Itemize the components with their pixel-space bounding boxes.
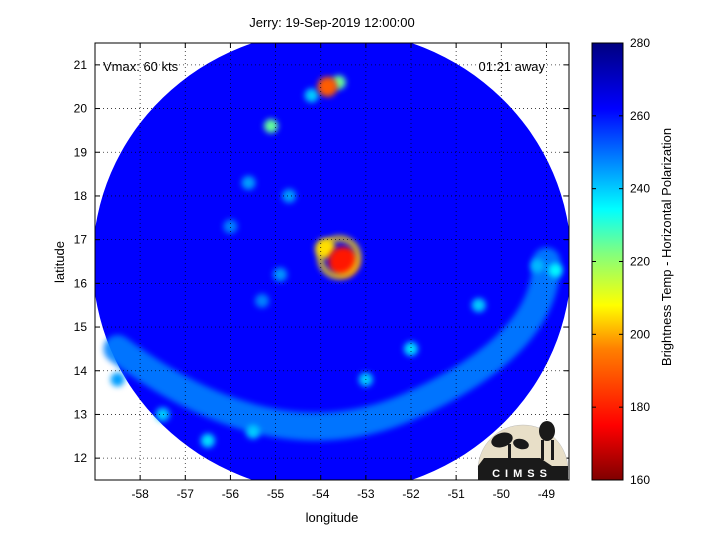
- y-ticks: 12 13 14 15 16 17 18 19 20 21: [74, 58, 569, 465]
- convective-feature: [110, 372, 125, 387]
- x-tick-label: -52: [402, 487, 420, 501]
- convective-feature: [264, 119, 279, 134]
- grid-layer: [95, 43, 569, 480]
- y-tick-label: 18: [74, 189, 88, 203]
- convective-feature: [282, 188, 297, 203]
- convective-feature: [223, 219, 238, 234]
- chart-title: Jerry: 19-Sep-2019 12:00:00: [249, 15, 415, 30]
- convective-feature: [241, 175, 256, 190]
- y-tick-label: 14: [74, 364, 88, 378]
- convective-feature: [255, 293, 270, 308]
- x-tick-label: -56: [222, 487, 240, 501]
- convective-feature: [404, 341, 418, 356]
- colorbar-tick-label: 200: [630, 327, 650, 341]
- colorbar-ticks: 160 180 200 220 240 260 280: [592, 36, 650, 487]
- convective-feature: [273, 267, 288, 282]
- y-tick-label: 12: [74, 451, 88, 465]
- eyewall-ring: [317, 235, 362, 280]
- convective-feature: [200, 433, 215, 448]
- convective-feature: [471, 298, 486, 313]
- colorbar-tick-label: 260: [630, 109, 650, 123]
- x-tick-label: -50: [493, 487, 511, 501]
- colorbar-tick-label: 180: [630, 400, 650, 414]
- y-tick-label: 15: [74, 320, 88, 334]
- convective-feature: [155, 407, 170, 422]
- y-tick-label: 20: [74, 102, 88, 116]
- plot-area: [95, 43, 569, 480]
- y-tick-label: 19: [74, 145, 88, 159]
- convective-feature: [530, 258, 545, 273]
- feature-layer: [110, 75, 563, 448]
- y-tick-label: 17: [74, 233, 88, 247]
- convective-feature: [246, 424, 260, 439]
- x-tick-label: -49: [538, 487, 556, 501]
- rainband: [103, 247, 561, 441]
- x-tick-label: -51: [447, 487, 465, 501]
- y-tick-label: 13: [74, 407, 88, 421]
- cimss-logo: CIMSS: [477, 421, 569, 480]
- x-axis-label: longitude: [306, 510, 359, 525]
- convective-feature: [304, 88, 319, 103]
- colorbar-tick-label: 240: [630, 182, 650, 196]
- y-tick-label: 21: [74, 58, 88, 72]
- x-tick-label: -57: [177, 487, 195, 501]
- y-axis-label: latitude: [52, 241, 67, 283]
- colorbar-tick-label: 280: [630, 36, 650, 50]
- vmax-annotation: Vmax: 60 kts: [103, 59, 179, 74]
- x-tick-label: -54: [312, 487, 330, 501]
- colorbar-tick-label: 160: [630, 473, 650, 487]
- colorbar-label: Brightness Temp - Horizontal Polarizatio…: [659, 128, 674, 366]
- x-tick-label: -58: [131, 487, 149, 501]
- plot-frame: [94, 42, 570, 481]
- x-ticks: -58 -57 -56 -55 -54 -53 -52 -51 -50 -49: [131, 43, 555, 501]
- x-tick-label: -55: [267, 487, 285, 501]
- cimss-logo-text: CIMSS: [492, 468, 552, 480]
- convective-feature: [317, 76, 338, 97]
- colorbar-tick-label: 220: [630, 255, 650, 269]
- convective-feature: [548, 263, 563, 278]
- away-annotation: 01:21 away: [479, 59, 546, 74]
- y-tick-label: 16: [74, 276, 88, 290]
- x-tick-label: -53: [357, 487, 375, 501]
- colorbar: [591, 42, 624, 481]
